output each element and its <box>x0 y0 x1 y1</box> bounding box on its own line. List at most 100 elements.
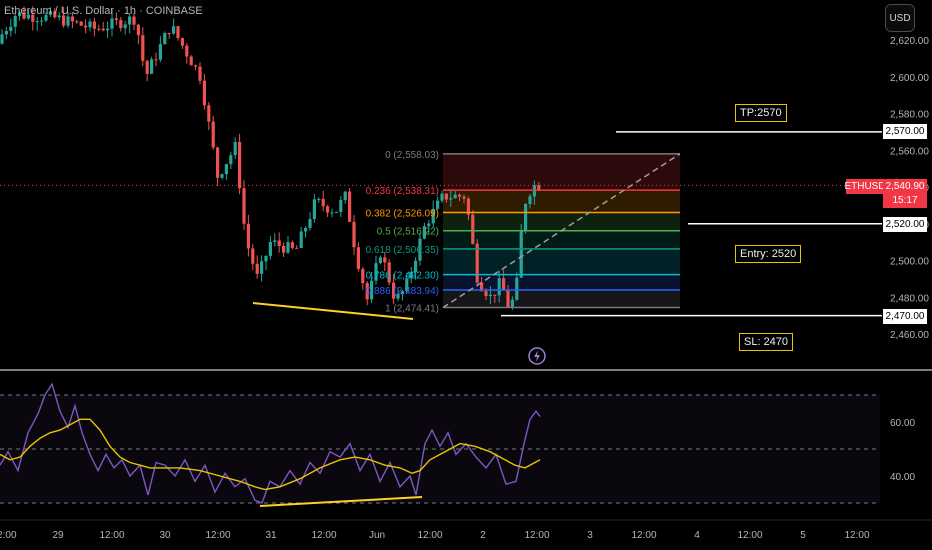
candle-body <box>330 212 334 214</box>
time-axis-tick: 12:00 <box>737 530 762 541</box>
price-axis-tick: 2,460.00 <box>890 330 929 341</box>
candle-body <box>216 147 220 178</box>
candle-body <box>246 223 250 249</box>
fib-level-label: 0.236 (2,538.31) <box>366 186 439 197</box>
fib-zone <box>443 212 680 231</box>
candle-body <box>44 14 48 21</box>
candle-body <box>519 230 523 278</box>
candle-body <box>387 262 391 283</box>
time-axis-tick: 31 <box>265 530 277 541</box>
candle-body <box>185 45 189 57</box>
candle-body <box>361 268 365 284</box>
candle-body <box>444 193 448 200</box>
fib-level-label: 0.786 (2,492.30) <box>366 271 439 282</box>
candle-body <box>101 28 105 31</box>
time-axis-tick: 29 <box>52 530 64 541</box>
candle-body <box>110 18 114 29</box>
candle-body <box>392 282 396 299</box>
candle-body <box>295 247 299 249</box>
candle-body <box>0 34 4 44</box>
candle-body <box>453 194 457 199</box>
candle-body <box>31 14 35 22</box>
price-axis-tick: 2,560.00 <box>890 146 929 157</box>
candle-body <box>352 221 356 248</box>
tp-price-tag: 2,570.00 <box>883 124 927 139</box>
time-axis-tick: 5 <box>800 530 806 541</box>
candle-body <box>537 185 541 191</box>
candle-body <box>427 223 431 227</box>
rsi-divergence-line <box>259 496 423 507</box>
candle-body <box>326 206 330 213</box>
candle-body <box>211 121 215 148</box>
price-axis-tick: 2,580.00 <box>890 110 929 121</box>
time-axis-tick: 3 <box>587 530 593 541</box>
time-axis-tick: 12:00 <box>99 530 124 541</box>
rsi-panel <box>0 382 880 507</box>
candle-body <box>466 198 470 215</box>
candle-body <box>370 280 374 300</box>
candle-body <box>436 200 440 209</box>
candle-body <box>321 198 325 207</box>
candle-body <box>88 21 92 28</box>
sl-label[interactable]: SL: 2470 <box>739 333 794 351</box>
candle-body <box>238 142 242 189</box>
candle-body <box>48 11 52 15</box>
tp-label[interactable]: TP:2570 <box>735 104 787 122</box>
entry-label[interactable]: Entry: 2520 <box>735 245 802 263</box>
candle-body <box>114 18 118 21</box>
candle-body <box>13 16 17 27</box>
candle-body <box>260 261 264 274</box>
rsi-ma-line <box>0 418 541 491</box>
candle-body <box>97 28 101 30</box>
countdown-tag: 15:17 <box>883 193 927 208</box>
candle-body <box>40 20 44 22</box>
candle-body <box>163 32 167 45</box>
candle-body <box>198 66 202 81</box>
entry-price-tag: 2,520.00 <box>883 217 927 232</box>
candle-body <box>9 26 13 32</box>
candle-body <box>242 188 246 224</box>
candle-body <box>365 283 369 300</box>
symbol-tag: ETHUSD <box>844 179 886 194</box>
candlestick-series <box>0 6 541 310</box>
candle-body <box>106 28 110 31</box>
candle-body <box>440 193 444 201</box>
currency-button[interactable]: USD <box>885 4 915 32</box>
candle-body <box>22 12 26 19</box>
candle-body <box>290 242 294 248</box>
candle-body <box>224 164 228 175</box>
time-axis-tick: 4 <box>694 530 700 541</box>
candle-body <box>119 20 123 29</box>
chart-title: Ethereum / U.S. Dollar · 1h · COINBASE <box>4 5 203 17</box>
lightning-icon[interactable] <box>527 346 547 366</box>
fib-level-label: 0 (2,558.03) <box>385 150 439 161</box>
candle-body <box>286 242 290 253</box>
candle-body <box>396 294 400 299</box>
rsi-axis-tick: 40.00 <box>890 472 915 483</box>
fib-zone <box>443 290 680 308</box>
candle-body <box>409 272 413 279</box>
candle-body <box>255 263 259 274</box>
candle-body <box>229 155 233 165</box>
candle-body <box>524 204 528 231</box>
candle-body <box>57 15 61 18</box>
candle-body <box>154 59 158 61</box>
candle-body <box>189 56 193 66</box>
candle-body <box>480 282 484 291</box>
candle-body <box>304 227 308 232</box>
time-axis-tick: 12:00 <box>417 530 442 541</box>
price-divergence-line <box>252 302 414 320</box>
time-axis-tick: 12:00 <box>524 530 549 541</box>
fib-level-label: 0.618 (2,506.35) <box>366 245 439 256</box>
candle-body <box>502 278 506 291</box>
time-axis-tick: 12:00 <box>844 530 869 541</box>
candle-body <box>53 11 57 18</box>
candle-body <box>528 196 532 205</box>
candle-body <box>194 65 198 67</box>
candle-body <box>383 257 387 263</box>
candle-body <box>493 294 497 296</box>
candle-body <box>449 198 453 200</box>
candle-body <box>123 24 127 29</box>
fib-zone <box>443 248 680 275</box>
